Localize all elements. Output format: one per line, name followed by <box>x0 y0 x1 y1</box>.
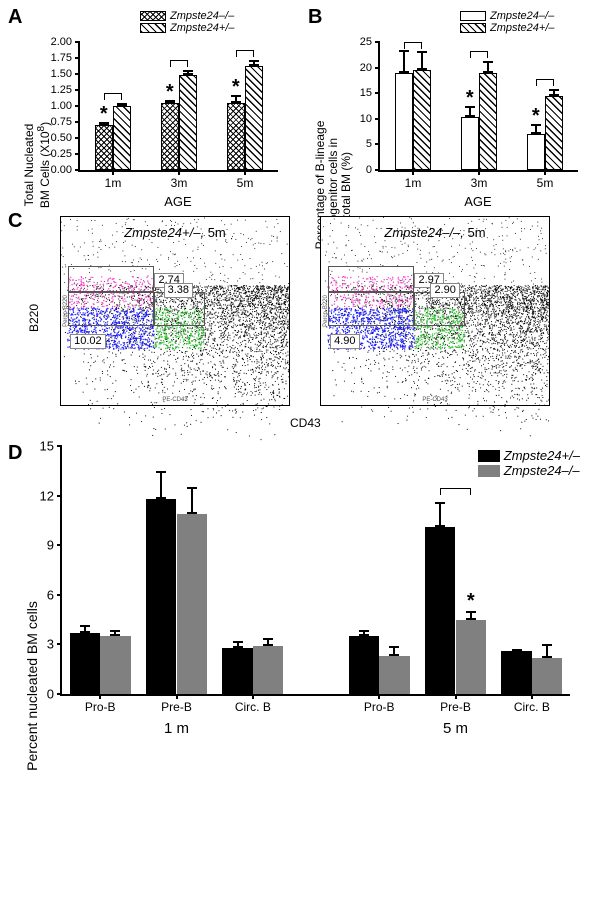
xlabel-c: CD43 <box>290 416 321 430</box>
gate-pink <box>328 266 415 292</box>
bar <box>245 66 263 170</box>
bar <box>425 527 456 694</box>
bar <box>545 96 563 170</box>
scatter-left: Zmpste24+/–, 5m 2.7410.023.38PE-CD43Perc… <box>60 216 290 406</box>
panel-a: A Zmpste24–/– Zmpste24+/– 0.000.250.500.… <box>10 10 290 172</box>
bar <box>413 70 431 170</box>
bar <box>161 103 179 170</box>
ylabel-c: B220 <box>27 304 41 332</box>
gate-blue <box>328 292 415 326</box>
panel-b: B Zmpste24–/– Zmpste24+/– 05101520251m3m… <box>310 10 590 172</box>
figure: A Zmpste24–/– Zmpste24+/– 0.000.250.500.… <box>10 10 590 696</box>
bar <box>479 73 497 170</box>
gate-value: 3.38 <box>164 283 193 298</box>
swatch-diag <box>140 23 166 33</box>
ylabel-d: Percent nucleated BM cells <box>24 601 40 771</box>
bar <box>70 633 101 694</box>
bar <box>179 75 197 170</box>
bar <box>461 117 479 170</box>
legend-a-2: Zmpste24+/– <box>140 22 235 34</box>
ylabel-a: Total NucleatedBM Cells (X108) <box>22 122 52 208</box>
panel-b-label: B <box>308 6 322 29</box>
legend-b-1: Zmpste24–/– <box>460 10 555 22</box>
panel-d-label: D <box>8 442 22 465</box>
bar <box>253 646 284 694</box>
bar <box>227 103 245 170</box>
bar <box>456 620 487 694</box>
bar <box>222 648 253 694</box>
bar <box>379 656 410 694</box>
gate-blue <box>68 292 155 326</box>
bar <box>113 106 131 170</box>
swatch-diag <box>460 23 486 33</box>
gate-value: 10.02 <box>70 334 106 349</box>
panel-a-label: A <box>8 6 22 29</box>
panel-c-label: C <box>8 210 22 233</box>
legend-a-1: Zmpste24–/– <box>140 10 235 22</box>
bar <box>527 134 545 170</box>
chart-b: 05101520251m3m*5m* <box>378 42 578 172</box>
chart-a: 0.000.250.500.751.001.251.501.752.001m*3… <box>78 42 278 172</box>
bar <box>177 514 208 694</box>
bar <box>501 651 532 694</box>
bar <box>349 636 380 694</box>
swatch-white <box>460 11 486 21</box>
xlabel-b: AGE <box>464 194 491 209</box>
swatch-crosshatch <box>140 11 166 21</box>
gate-value: 2.90 <box>430 283 459 298</box>
legend-b-2: Zmpste24+/– <box>460 22 555 34</box>
bar <box>100 636 131 694</box>
panel-d: D Zmpste24+/– Zmpste24–/– 036912151 mPro… <box>10 446 590 696</box>
chart-d: 036912151 mPro-BPre-BCirc. B5 mPro-BPre-… <box>60 446 570 696</box>
bar <box>532 658 563 694</box>
bar <box>146 499 177 694</box>
gate-pink <box>68 266 155 292</box>
bar <box>95 125 113 170</box>
xlabel-a: AGE <box>164 194 191 209</box>
gate-value: 4.90 <box>330 334 359 349</box>
bar <box>395 73 413 170</box>
panel-c: C B220 Zmpste24+/–, 5m 2.7410.023.38PE-C… <box>10 216 590 406</box>
scatter-right: Zmpste24–/–, 5m 2.974.902.90PE-CD43Percp… <box>320 216 550 406</box>
